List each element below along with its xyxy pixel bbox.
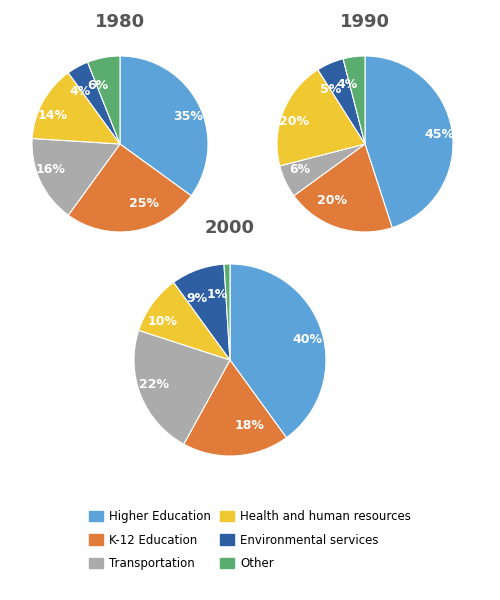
Text: 16%: 16% — [36, 163, 66, 176]
Text: 6%: 6% — [88, 79, 109, 92]
Wedge shape — [134, 331, 230, 444]
Text: 35%: 35% — [174, 110, 203, 124]
Wedge shape — [224, 264, 230, 360]
Wedge shape — [88, 56, 120, 144]
Text: 45%: 45% — [424, 128, 454, 141]
Wedge shape — [343, 56, 365, 144]
Title: 2000: 2000 — [205, 219, 255, 237]
Text: 22%: 22% — [140, 377, 170, 391]
Text: 5%: 5% — [320, 83, 341, 95]
Wedge shape — [318, 59, 365, 144]
Title: 1980: 1980 — [95, 13, 145, 31]
Wedge shape — [365, 56, 453, 227]
Text: 25%: 25% — [130, 197, 160, 209]
Text: 4%: 4% — [336, 78, 357, 91]
Text: 9%: 9% — [187, 292, 208, 305]
Text: 10%: 10% — [147, 315, 177, 328]
Wedge shape — [294, 144, 392, 232]
Text: 4%: 4% — [70, 85, 91, 98]
Text: 20%: 20% — [280, 115, 310, 128]
Text: 6%: 6% — [290, 163, 311, 176]
Legend: Higher Education, K-12 Education, Transportation, Health and human resources, En: Higher Education, K-12 Education, Transp… — [89, 510, 411, 570]
Text: 1%: 1% — [206, 288, 228, 301]
Text: 14%: 14% — [38, 109, 68, 122]
Text: 20%: 20% — [316, 194, 346, 208]
Text: 18%: 18% — [234, 419, 264, 431]
Wedge shape — [32, 139, 120, 215]
Wedge shape — [138, 283, 230, 360]
Wedge shape — [174, 264, 230, 360]
Title: 1990: 1990 — [340, 13, 390, 31]
Wedge shape — [68, 144, 191, 232]
Wedge shape — [280, 144, 365, 196]
Wedge shape — [68, 62, 120, 144]
Wedge shape — [32, 73, 120, 144]
Wedge shape — [230, 264, 326, 437]
Wedge shape — [277, 70, 365, 166]
Text: 40%: 40% — [292, 334, 322, 346]
Wedge shape — [184, 360, 286, 456]
Wedge shape — [120, 56, 208, 196]
